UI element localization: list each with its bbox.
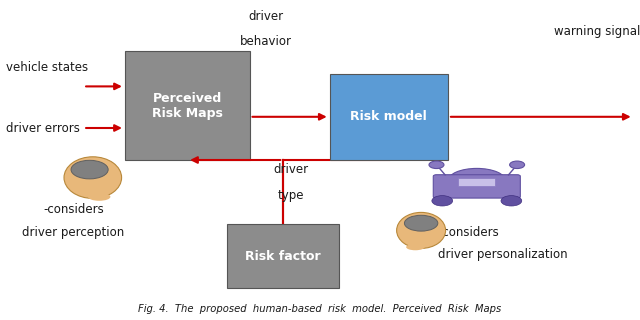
Text: Perceived
Risk Maps: Perceived Risk Maps bbox=[152, 92, 223, 120]
Text: -considers: -considers bbox=[44, 203, 104, 216]
Text: Fig. 4.  The  proposed  human-based  risk  model.  Perceived  Risk  Maps: Fig. 4. The proposed human-based risk mo… bbox=[138, 304, 502, 314]
Text: warning signal: warning signal bbox=[554, 26, 640, 38]
Text: Risk factor: Risk factor bbox=[245, 250, 321, 262]
Text: Risk model: Risk model bbox=[351, 110, 427, 123]
Circle shape bbox=[509, 161, 525, 169]
Text: behavior: behavior bbox=[239, 35, 292, 48]
Text: driver perception: driver perception bbox=[22, 226, 125, 239]
Ellipse shape bbox=[64, 157, 122, 198]
Ellipse shape bbox=[404, 215, 438, 231]
FancyBboxPatch shape bbox=[458, 178, 495, 186]
FancyBboxPatch shape bbox=[433, 175, 520, 198]
Ellipse shape bbox=[448, 168, 506, 193]
Text: driver: driver bbox=[274, 163, 308, 176]
FancyBboxPatch shape bbox=[227, 224, 339, 288]
Circle shape bbox=[432, 196, 452, 206]
Ellipse shape bbox=[71, 160, 108, 179]
Text: driver errors: driver errors bbox=[6, 122, 80, 134]
Text: driver: driver bbox=[248, 10, 283, 23]
Text: vehicle states: vehicle states bbox=[6, 61, 88, 74]
Ellipse shape bbox=[406, 244, 424, 250]
Ellipse shape bbox=[88, 193, 111, 201]
Ellipse shape bbox=[397, 212, 445, 248]
FancyBboxPatch shape bbox=[330, 74, 448, 160]
Text: driver personalization: driver personalization bbox=[438, 248, 568, 261]
FancyBboxPatch shape bbox=[125, 51, 250, 160]
Circle shape bbox=[501, 196, 522, 206]
Text: -considers: -considers bbox=[438, 226, 499, 239]
Circle shape bbox=[429, 161, 444, 169]
Text: type: type bbox=[278, 189, 305, 202]
